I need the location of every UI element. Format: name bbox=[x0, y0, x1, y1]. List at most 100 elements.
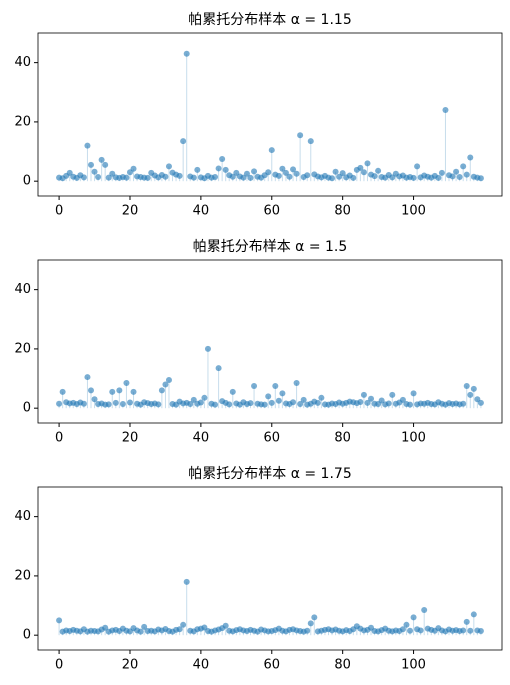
x-tick-label: 60 bbox=[263, 204, 280, 219]
marker bbox=[460, 163, 467, 170]
marker bbox=[204, 345, 211, 352]
marker bbox=[165, 163, 172, 170]
x-tick-label: 0 bbox=[55, 204, 63, 219]
marker bbox=[421, 606, 428, 613]
marker bbox=[470, 611, 477, 618]
marker bbox=[183, 578, 190, 585]
marker bbox=[364, 160, 371, 167]
marker bbox=[240, 174, 247, 181]
marker bbox=[470, 385, 477, 392]
marker bbox=[251, 382, 258, 389]
marker bbox=[375, 167, 382, 174]
marker bbox=[119, 401, 126, 408]
marker bbox=[304, 172, 311, 179]
chart-title: 帕累托分布样本 α = 1.5 bbox=[193, 239, 348, 255]
marker bbox=[410, 614, 417, 621]
marker bbox=[399, 626, 406, 633]
marker bbox=[307, 620, 314, 627]
marker bbox=[102, 624, 109, 631]
y-tick-label: 0 bbox=[23, 401, 31, 416]
y-tick-label: 20 bbox=[14, 114, 31, 129]
marker bbox=[407, 627, 414, 634]
marker bbox=[243, 170, 250, 177]
marker bbox=[91, 168, 98, 175]
marker bbox=[212, 401, 219, 408]
x-tick-label: 100 bbox=[401, 204, 426, 219]
marker bbox=[463, 618, 470, 625]
marker bbox=[180, 621, 187, 628]
marker bbox=[265, 393, 272, 400]
x-tick-label: 80 bbox=[334, 204, 351, 219]
marker bbox=[407, 401, 414, 408]
marker bbox=[187, 401, 194, 408]
x-tick-label: 100 bbox=[401, 658, 426, 673]
marker bbox=[212, 174, 219, 181]
marker bbox=[158, 387, 165, 394]
marker bbox=[371, 173, 378, 180]
marker bbox=[219, 155, 226, 162]
marker bbox=[477, 175, 484, 182]
marker bbox=[449, 173, 456, 180]
marker bbox=[275, 397, 282, 404]
marker bbox=[275, 172, 282, 179]
marker bbox=[162, 173, 169, 180]
y-tick-label: 40 bbox=[14, 509, 31, 524]
marker bbox=[435, 174, 442, 181]
marker bbox=[247, 400, 254, 407]
marker bbox=[318, 394, 325, 401]
marker bbox=[279, 390, 286, 397]
marker bbox=[467, 627, 474, 634]
marker bbox=[226, 401, 233, 408]
marker bbox=[183, 50, 190, 57]
x-tick-label: 60 bbox=[263, 658, 280, 673]
marker bbox=[247, 174, 254, 181]
marker bbox=[66, 169, 73, 176]
marker bbox=[229, 388, 236, 395]
marker bbox=[417, 627, 424, 634]
marker bbox=[467, 391, 474, 398]
marker bbox=[180, 138, 187, 145]
marker bbox=[385, 400, 392, 407]
marker bbox=[368, 395, 375, 402]
marker bbox=[477, 399, 484, 406]
marker bbox=[357, 398, 364, 405]
y-tick-label: 0 bbox=[23, 628, 31, 643]
marker bbox=[453, 168, 460, 175]
marker bbox=[80, 400, 87, 407]
axes-frame bbox=[37, 32, 503, 197]
marker bbox=[194, 166, 201, 173]
marker bbox=[456, 174, 463, 181]
marker bbox=[222, 622, 229, 629]
marker bbox=[105, 401, 112, 408]
x-tick-label: 80 bbox=[334, 658, 351, 673]
marker bbox=[91, 396, 98, 403]
marker bbox=[87, 161, 94, 168]
x-tick-label: 40 bbox=[193, 431, 210, 446]
marker bbox=[215, 165, 222, 172]
marker bbox=[293, 170, 300, 177]
marker bbox=[176, 172, 183, 179]
marker bbox=[98, 156, 105, 163]
marker bbox=[350, 174, 357, 181]
x-tick-label: 40 bbox=[193, 658, 210, 673]
marker bbox=[272, 382, 279, 389]
marker bbox=[87, 387, 94, 394]
marker bbox=[130, 165, 137, 172]
marker bbox=[112, 399, 119, 406]
marker bbox=[290, 399, 297, 406]
marker bbox=[130, 388, 137, 395]
marker bbox=[360, 169, 367, 176]
marker bbox=[84, 374, 91, 381]
x-tick-label: 0 bbox=[55, 658, 63, 673]
marker bbox=[215, 365, 222, 372]
marker bbox=[116, 387, 123, 394]
y-tick-label: 20 bbox=[14, 341, 31, 356]
axes-frame bbox=[37, 259, 503, 424]
marker bbox=[300, 396, 307, 403]
marker bbox=[80, 174, 87, 181]
marker bbox=[332, 168, 339, 175]
y-tick-label: 20 bbox=[14, 568, 31, 583]
marker bbox=[286, 173, 293, 180]
marker bbox=[307, 138, 314, 145]
marker bbox=[229, 173, 236, 180]
